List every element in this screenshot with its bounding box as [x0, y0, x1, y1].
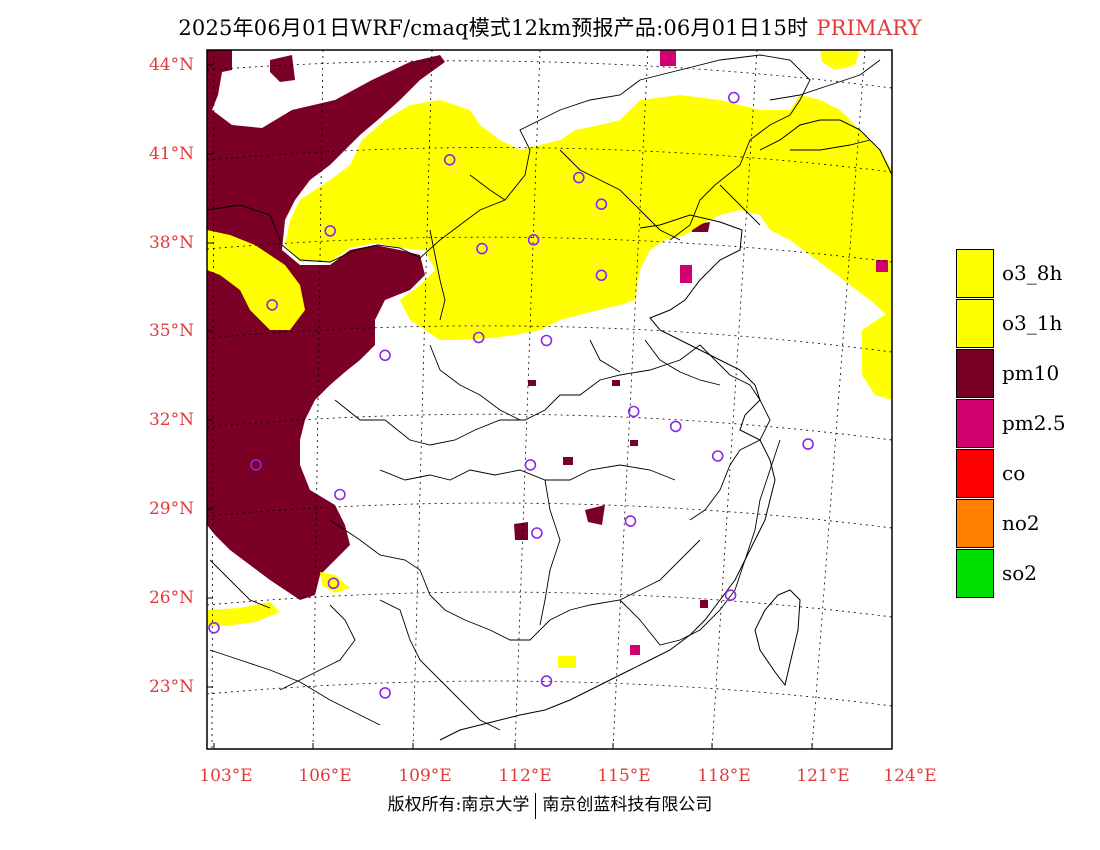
title-text: 2025年06月01日WRF/cmaq模式12km预报产品:06月01日15时	[178, 16, 809, 40]
station-marker	[524, 459, 537, 471]
station-marker	[595, 269, 608, 282]
station-marker	[527, 234, 540, 246]
station-marker	[711, 450, 724, 462]
station-marker	[531, 527, 543, 539]
copyright-footer: 版权所有:南京大学 南京创蓝科技有限公司	[0, 790, 1100, 819]
copyright-owner: 版权所有:南京大学	[387, 795, 530, 815]
station-marker	[476, 242, 488, 255]
o3-region	[820, 50, 860, 70]
boundary-lines	[207, 54, 881, 731]
lat-label-38: 38°N	[148, 233, 194, 253]
station-marker	[334, 488, 346, 501]
o3-region	[862, 310, 892, 400]
legend-swatch	[956, 299, 994, 348]
legend-swatch	[956, 399, 994, 448]
tick-marks	[207, 64, 893, 749]
lat-label-23: 23°N	[148, 677, 194, 697]
station-marker	[443, 154, 456, 166]
footer-separator	[535, 792, 537, 819]
lon-label-121: 121°E	[796, 766, 850, 786]
o3-region	[285, 95, 892, 340]
pm25-spot	[660, 50, 676, 66]
pm25-spot	[630, 645, 640, 655]
legend-swatch	[956, 249, 994, 298]
legend-label: so2	[1002, 561, 1038, 585]
station-marker	[595, 198, 608, 210]
o3-region	[207, 602, 280, 626]
station-marker	[208, 621, 220, 634]
legend-label: o3_1h	[1002, 311, 1063, 335]
pm25-spot	[528, 380, 536, 386]
coastline-ne	[759, 119, 892, 176]
station-marker	[250, 459, 262, 471]
pm10-region	[514, 522, 528, 540]
station-marker	[540, 675, 553, 687]
station-marker	[540, 334, 553, 347]
lat-label-29: 29°N	[148, 499, 194, 519]
pm25-spot	[876, 260, 888, 272]
station-marker	[472, 331, 485, 344]
legend-swatch	[956, 549, 994, 598]
station-marker	[327, 577, 340, 590]
station-marker	[627, 405, 640, 418]
pm25-spot	[680, 265, 692, 283]
legend-swatch	[956, 449, 994, 498]
graticule	[207, 50, 892, 749]
pm10-region	[207, 50, 445, 600]
station-marker	[624, 515, 637, 527]
legend-swatch	[956, 499, 994, 548]
pm10-region	[270, 55, 295, 82]
station-marker	[724, 589, 737, 602]
legend-label: pm2.5	[1002, 411, 1066, 435]
legend-swatch	[956, 349, 994, 398]
lat-label-35: 35°N	[148, 321, 194, 341]
lon-label-115: 115°E	[597, 766, 651, 786]
lat-label-26: 26°N	[148, 588, 194, 608]
station-marker	[324, 225, 337, 237]
o3-region	[320, 572, 350, 593]
lat-label-44: 44°N	[148, 55, 194, 75]
stations-layer	[208, 91, 814, 699]
taiwan-outline	[754, 589, 801, 687]
lon-label-124: 124°E	[883, 766, 937, 786]
legend-label: no2	[1002, 511, 1040, 535]
copyright-company: 南京创蓝科技有限公司	[542, 795, 713, 815]
pm25-spot	[630, 440, 638, 446]
pm25-spot	[563, 457, 573, 465]
station-marker	[572, 171, 585, 184]
map-title: 2025年06月01日WRF/cmaq模式12km预报产品:06月01日15时 P…	[0, 12, 1100, 42]
o3-region	[558, 656, 576, 668]
legend-label: pm10	[1002, 361, 1060, 385]
title-primary-tag: PRIMARY	[816, 16, 922, 40]
lon-label-106: 106°E	[298, 766, 352, 786]
station-marker	[266, 299, 278, 311]
lon-label-109: 109°E	[398, 766, 452, 786]
coastline	[439, 214, 776, 741]
station-marker	[802, 438, 814, 450]
station-marker	[727, 91, 740, 104]
pm25-spot	[612, 380, 620, 386]
legend-label: co	[1002, 461, 1026, 485]
station-marker	[379, 349, 391, 362]
map-frame	[206, 49, 893, 750]
pm10-region	[585, 505, 605, 525]
lon-label-103: 103°E	[199, 766, 253, 786]
lon-label-112: 112°E	[498, 766, 552, 786]
lat-label-41: 41°N	[148, 144, 194, 164]
station-marker	[379, 687, 391, 699]
legend-label: o3_8h	[1002, 261, 1063, 285]
lat-label-32: 32°N	[148, 410, 194, 430]
station-marker	[669, 420, 682, 433]
o3-region	[207, 230, 305, 330]
lon-label-118: 118°E	[697, 766, 751, 786]
pm25-spot	[700, 600, 708, 608]
